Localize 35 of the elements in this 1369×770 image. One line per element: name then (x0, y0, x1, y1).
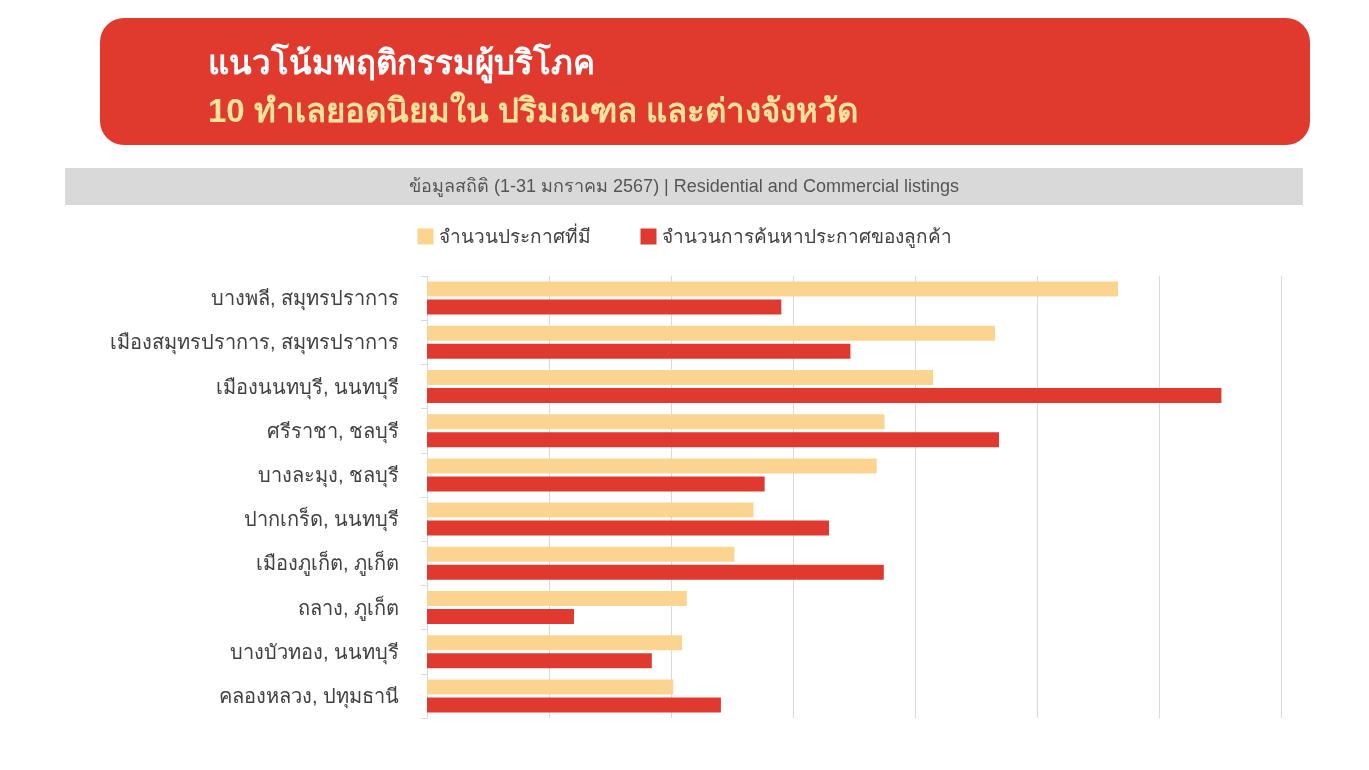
bar (427, 325, 996, 341)
bar (427, 343, 851, 359)
bar (427, 476, 765, 492)
y-tick-label: คลองหลวง, ปทุมธานี (218, 684, 399, 709)
y-tick-label: บางพลี, สมุทรปราการ (210, 287, 399, 312)
y-tick-label: บางบัวทอง, นนทบุรี (229, 640, 399, 665)
chart-title: แนวโน้มพฤติกรรมผู้บริโภค (208, 42, 595, 86)
bar (427, 388, 1222, 403)
bar (427, 546, 735, 562)
y-tick-label: ศรีราชา, ชลบุรี (266, 419, 399, 444)
bar (427, 432, 999, 448)
bar (427, 635, 683, 651)
y-tick-label: ปากเกร็ด, นนทบุรี (243, 506, 399, 533)
legend-label: จำนวนประกาศที่มี (438, 223, 591, 247)
bar (427, 697, 721, 713)
y-tick-label: ถลาง, ภูเก็ต (297, 594, 399, 621)
y-tick-label: บางละมุง, ชลบุรี (257, 463, 399, 488)
bar (427, 502, 754, 518)
bar (427, 609, 574, 624)
bar (427, 370, 934, 385)
bar (427, 653, 652, 669)
bar (427, 679, 674, 695)
y-tick-label: เมืองนนทบุรี, นนทบุรี (215, 375, 399, 400)
bar (427, 281, 1119, 297)
bar (427, 564, 884, 580)
chart-subtitle: 10 ทำเลยอดนิยมใน ปริมณฑล และต่างจังหวัด (208, 90, 859, 131)
legend-label: จำนวนการค้นหาประกาศของลูกค้า (661, 226, 952, 248)
text: ข้อมูลสถิติ (1-31 มกราคม 2567) | Residential and Commercial listings (65, 168, 1303, 205)
bar (427, 414, 885, 430)
y-tick-label: เมืองสมุทรปราการ, สมุทรปราการ (109, 331, 399, 356)
bar (427, 458, 877, 474)
y-tick-label: เมืองภูเก็ต, ภูเก็ต (255, 550, 399, 577)
bar (427, 520, 829, 536)
bar (427, 299, 782, 315)
bar (427, 591, 687, 606)
